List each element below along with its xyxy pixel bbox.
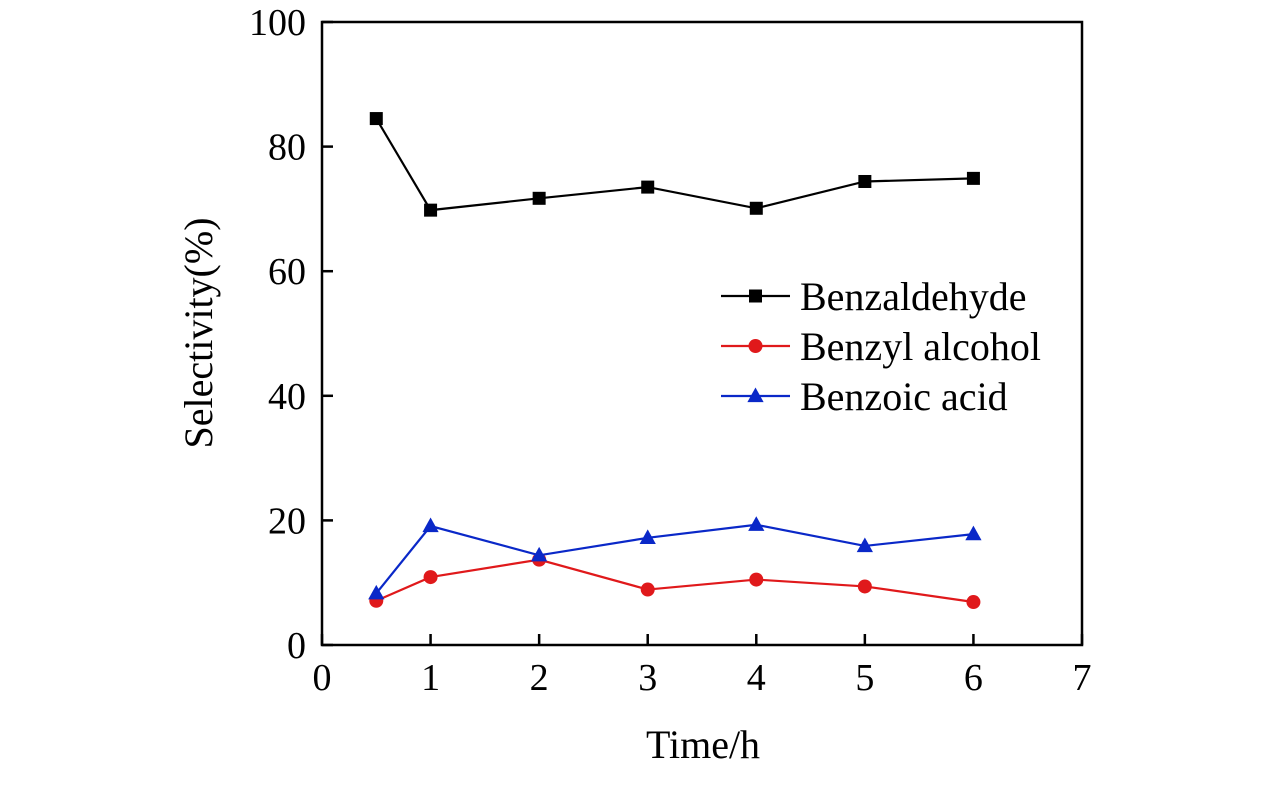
- data-point-benzyl-alcohol: [423, 570, 438, 585]
- legend-label: Benzyl alcohol: [800, 324, 1041, 369]
- data-point-benzoic-acid: [368, 584, 385, 600]
- data-point-benzyl-alcohol: [966, 595, 981, 610]
- y-tick-label: 60: [268, 251, 306, 293]
- x-tick-label: 6: [964, 657, 983, 699]
- x-tick-label: 4: [747, 657, 766, 699]
- legend-label: Benzaldehyde: [800, 274, 1027, 319]
- data-point-benzaldehyde: [858, 174, 872, 188]
- data-point-benzaldehyde: [641, 180, 655, 194]
- data-point-benzaldehyde: [369, 112, 383, 126]
- data-point-benzaldehyde: [966, 171, 980, 185]
- data-point-benzoic-acid: [639, 529, 656, 544]
- series-line-benzyl-alcohol: [375, 558, 974, 604]
- data-point-benzaldehyde: [532, 191, 546, 205]
- y-tick-label: 20: [268, 500, 306, 542]
- series-benzaldehyde: [369, 112, 980, 217]
- data-point-benzoic-acid: [422, 517, 439, 533]
- data-point-benzyl-alcohol: [857, 579, 872, 594]
- data-point-benzaldehyde: [749, 201, 763, 215]
- x-tick-label: 1: [421, 657, 440, 699]
- x-tick-label: 2: [530, 657, 549, 699]
- legend-marker-circle: [748, 339, 763, 353]
- data-point-benzyl-alcohol: [640, 582, 655, 597]
- y-tick-label: 40: [268, 376, 306, 418]
- series-benzyl-alcohol: [369, 552, 981, 610]
- data-point-benzyl-alcohol: [749, 572, 764, 587]
- legend-item-benzaldehyde: Benzaldehyde: [721, 274, 1027, 319]
- legend-marker-square: [749, 289, 762, 303]
- x-tick-label: 0: [313, 657, 332, 699]
- data-point-benzoic-acid: [856, 537, 873, 553]
- series-line-benzoic-acid: [375, 523, 974, 594]
- data-point-benzoic-acid: [965, 525, 982, 541]
- x-tick-label: 3: [638, 657, 657, 699]
- data-point-benzoic-acid: [531, 546, 548, 562]
- legend-item-benzyl-alcohol: Benzyl alcohol: [721, 324, 1041, 369]
- data-point-benzoic-acid: [748, 516, 765, 531]
- legend-label: Benzoic acid: [800, 374, 1008, 419]
- series-line-benzaldehyde: [375, 118, 974, 212]
- plot-frame: [320, 20, 1084, 647]
- series-benzoic-acid: [368, 516, 982, 600]
- legend-item-benzoic-acid: Benzoic acid: [721, 374, 1008, 419]
- y-axis-title: Selectivity(%): [176, 217, 221, 448]
- x-tick-label: 5: [855, 657, 874, 699]
- y-tick-label: 80: [268, 127, 306, 169]
- x-tick-label: 7: [1073, 657, 1092, 699]
- data-point-benzaldehyde: [424, 203, 438, 217]
- y-tick-label: 0: [287, 625, 306, 667]
- legend-marker-triangle: [747, 387, 764, 403]
- x-axis-title: Time/h: [646, 722, 760, 767]
- y-tick-label: 100: [249, 2, 306, 44]
